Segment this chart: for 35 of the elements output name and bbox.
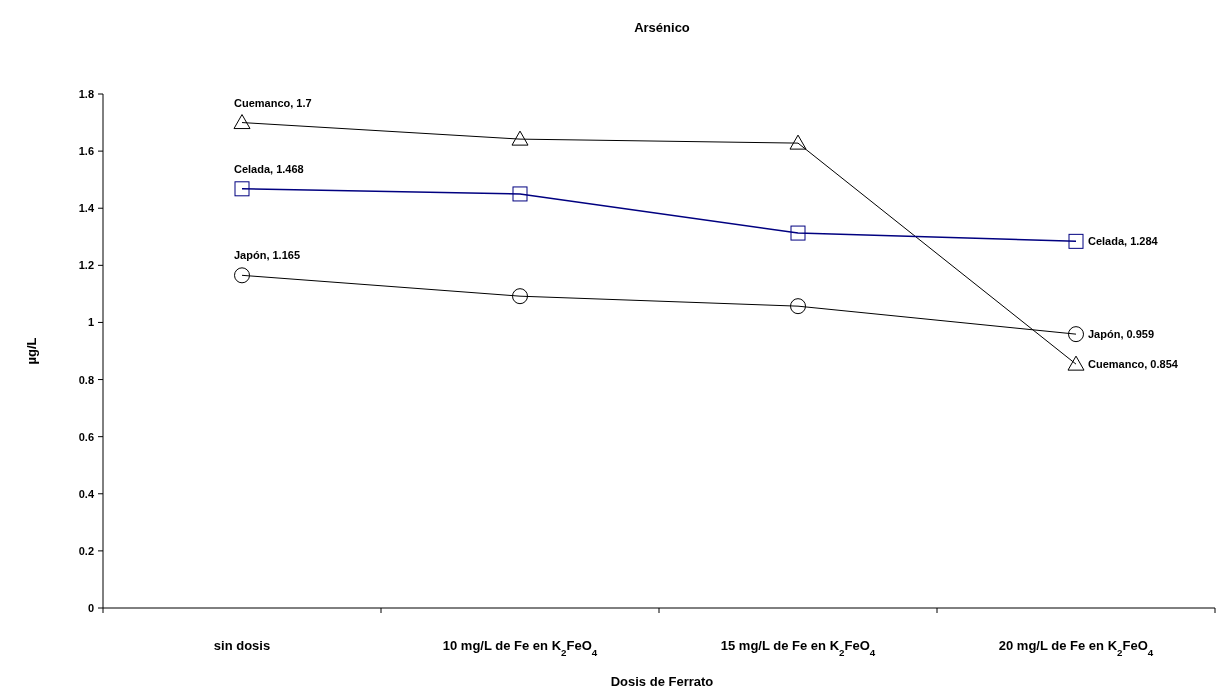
data-label: Cuemanco, 1.7 [234,96,312,109]
point [512,288,528,305]
point [511,130,529,146]
y-tick-label: 1.4 [78,202,95,215]
point [233,114,251,130]
point [1068,233,1084,249]
x-axis-title: Dosis de Ferrato [610,674,714,689]
y-axis-title: µg/L [24,337,39,365]
point [1068,326,1084,343]
y-tick-label: 0.8 [78,373,94,386]
point [789,134,807,150]
y-tick-label: 1.2 [78,259,94,272]
x-tick-label: 10 mg/L de Fe en K$_{2}$FeO$_{4}$ [442,638,598,658]
y-tick-label: 1 [87,316,94,329]
point [512,186,528,202]
x-tick-label: 20 mg/L de Fe en K$_{2}$FeO$_{4}$ [998,638,1154,658]
point [790,225,806,241]
y-tick-label: 0.2 [78,544,94,557]
point [790,298,806,315]
data-label: Celada, 1.468 [234,162,304,175]
x-tick-label: 15 mg/L de Fe en K$_{2}$FeO$_{4}$ [720,638,876,658]
data-label: Japón, 0.959 [1088,328,1155,341]
point [234,181,250,197]
y-tick-label: 0.6 [78,430,94,443]
y-tick-label: 1.6 [78,145,94,158]
y-tick-label: 1.8 [78,88,94,100]
data-label: Celada, 1.284 [1088,235,1159,248]
x-tick-label: sin dosis [213,638,271,653]
y-tick-label: 0.4 [78,487,95,500]
data-label: Cuemanco, 0.854 [1088,358,1179,371]
chart-title: Arsénico [634,20,690,35]
y-tick-label: 0 [87,602,94,614]
data-label: Japón, 1.165 [234,249,301,262]
point [234,267,250,284]
point [1067,355,1085,371]
